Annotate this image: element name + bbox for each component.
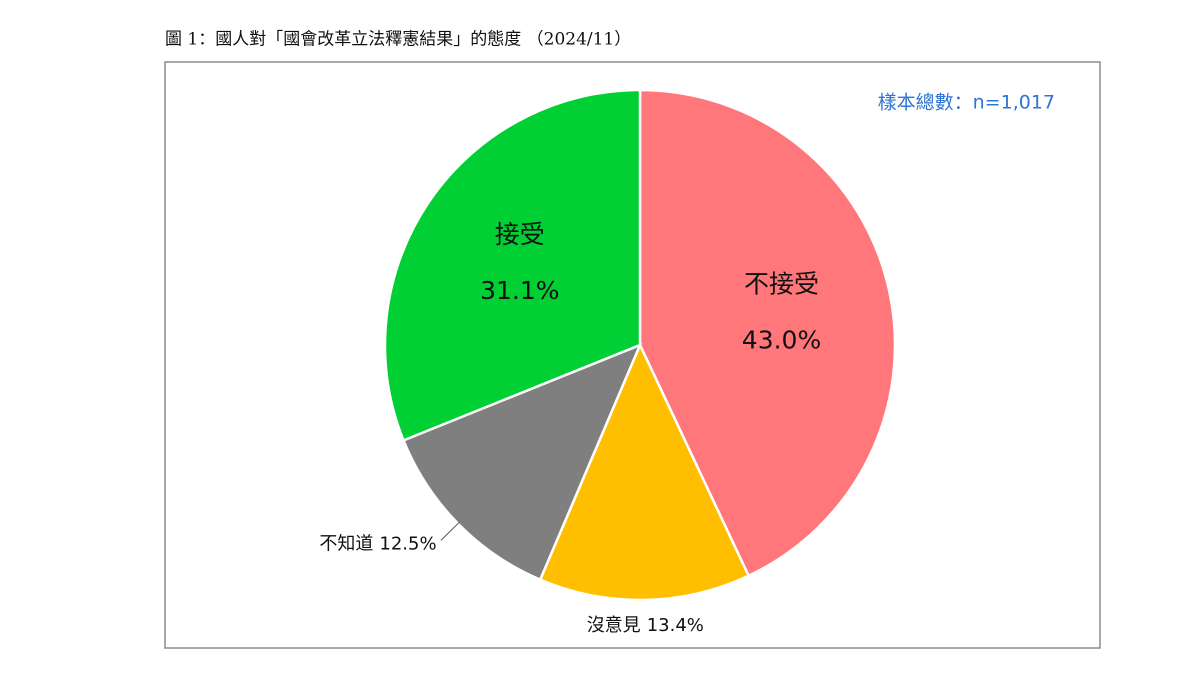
pie-slice [538, 341, 751, 602]
slice-label: 接受 [495, 220, 545, 249]
sample-size-note: 樣本總數：n=1,017 [878, 92, 1055, 114]
chart-frame [164, 61, 1101, 649]
slice-value-label: 12.5% [379, 534, 436, 555]
pie-slice [638, 88, 897, 578]
slice-label: 不知道 12.5% [319, 534, 436, 555]
slice-value-label: 31.1% [480, 276, 559, 305]
leader-line [440, 521, 460, 541]
slice-value-label: 43.0% [742, 325, 821, 354]
slice-category: 不知道 [319, 534, 373, 555]
slice-label: 不接受 [744, 269, 819, 298]
slice-value-label: 13.4% [647, 615, 704, 636]
chart-title: 圖 1：國人對「國會改革立法釋憲結果」的態度 （2024/11） [165, 29, 631, 50]
slice-category: 沒意見 [587, 615, 641, 636]
slice-label: 沒意見 13.4% [587, 615, 704, 636]
pie-slice [383, 88, 642, 442]
